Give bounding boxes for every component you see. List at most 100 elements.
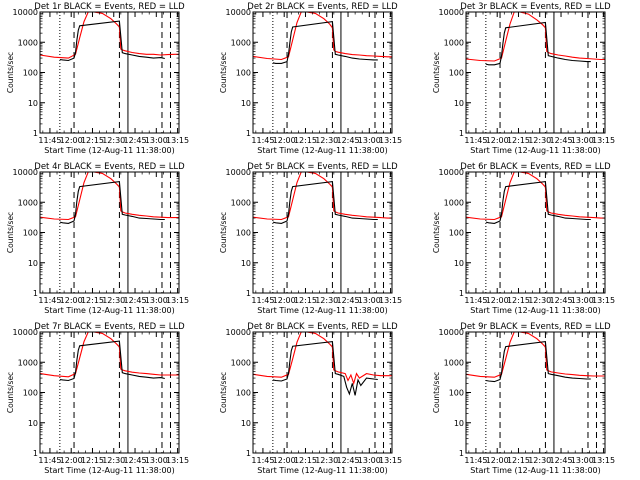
- series-events: [272, 180, 378, 224]
- x-tick-label: 12:45: [336, 136, 359, 145]
- series-lld: [252, 331, 392, 386]
- panel-title: Det 4r BLACK = Events, RED = LLD: [34, 162, 185, 172]
- x-tick-label: 12:00: [273, 456, 296, 465]
- x-tick-label: 12:15: [294, 456, 317, 465]
- x-axis-label: Start Time (12-Aug-11 11:38:00): [470, 306, 601, 315]
- series-events: [485, 180, 591, 224]
- x-tick-label: 13:00: [571, 456, 594, 465]
- x-tick-label: 11:45: [251, 456, 274, 465]
- panel-title: Det 1r BLACK = Events, RED = LLD: [34, 2, 185, 12]
- x-tick-label: 13:00: [145, 136, 168, 145]
- x-tick-label: 12:30: [102, 136, 125, 145]
- x-axis-label: Start Time (12-Aug-11 11:38:00): [44, 466, 175, 475]
- x-tick-label: 13:00: [145, 456, 168, 465]
- y-tick-label: 10000: [226, 328, 251, 337]
- y-axis-label: Counts/sec: [6, 372, 15, 413]
- plot-frame: [39, 11, 180, 134]
- y-tick-label: 100: [449, 389, 464, 398]
- y-axis-label: Counts/sec: [432, 212, 441, 253]
- x-tick-label: 13:15: [379, 136, 402, 145]
- y-tick-label: 1: [246, 449, 251, 458]
- series-lld: [39, 11, 179, 59]
- panel-det-7: 1 10 100 1000 10000 11:4512:0012:1512:3012:45…: [6, 322, 189, 475]
- x-tick-label: 12:00: [486, 456, 509, 465]
- x-tick-label: 12:00: [273, 296, 296, 305]
- series-lld: [465, 331, 605, 378]
- x-tick-label: 12:15: [81, 456, 104, 465]
- x-axis-label: Start Time (12-Aug-11 11:38:00): [44, 306, 175, 315]
- series-lld: [39, 331, 179, 378]
- y-tick-label: 10: [28, 419, 38, 428]
- y-axis-label: Counts/sec: [219, 212, 228, 253]
- x-tick-label: 12:15: [81, 136, 104, 145]
- y-tick-label: 10000: [439, 168, 464, 177]
- y-tick-label: 10: [28, 99, 38, 108]
- y-tick-label: 1000: [18, 38, 38, 47]
- y-tick-label: 100: [236, 69, 251, 78]
- x-tick-label: 12:00: [486, 296, 509, 305]
- y-axis-label: Counts/sec: [432, 372, 441, 413]
- panel-det-9: 1 10 100 1000 10000 11:4512:0012:1512:3012:45…: [432, 322, 615, 475]
- y-tick-label: 1: [459, 129, 464, 138]
- y-tick-label: 100: [236, 389, 251, 398]
- x-tick-label: 13:00: [358, 456, 381, 465]
- y-tick-label: 1000: [444, 358, 464, 367]
- panel-det-2: 1 10 100 1000 10000 11:4512:0012:1512:3012:45…: [219, 2, 402, 155]
- plot-frame: [465, 331, 606, 454]
- y-tick-label: 10000: [226, 8, 251, 17]
- y-tick-label: 1: [246, 129, 251, 138]
- series-lld: [39, 171, 179, 221]
- series-lld: [252, 11, 392, 61]
- x-tick-label: 11:45: [251, 136, 274, 145]
- y-tick-label: 100: [23, 229, 38, 238]
- y-tick-label: 10000: [439, 328, 464, 337]
- x-tick-label: 12:45: [123, 296, 146, 305]
- x-tick-label: 12:00: [273, 136, 296, 145]
- x-tick-label: 12:30: [102, 296, 125, 305]
- series-lld: [465, 171, 605, 221]
- y-axis-label: Counts/sec: [6, 52, 15, 93]
- panel-det-8: 1 10 100 1000 10000 11:4512:0012:1512:3012:45…: [219, 322, 402, 475]
- x-tick-label: 13:15: [592, 136, 615, 145]
- y-axis-label: Counts/sec: [6, 212, 15, 253]
- y-tick-label: 100: [23, 389, 38, 398]
- x-tick-label: 11:45: [464, 296, 487, 305]
- x-tick-label: 13:00: [358, 296, 381, 305]
- panel-title: Det 9r BLACK = Events, RED = LLD: [460, 322, 611, 332]
- series-events: [485, 21, 591, 66]
- x-axis-label: Start Time (12-Aug-11 11:38:00): [257, 466, 388, 475]
- x-tick-label: 12:00: [60, 136, 83, 145]
- y-tick-label: 100: [449, 229, 464, 238]
- y-tick-label: 1: [459, 449, 464, 458]
- y-tick-label: 10: [454, 99, 464, 108]
- x-axis-label: Start Time (12-Aug-11 11:38:00): [470, 146, 601, 155]
- y-axis-label: Counts/sec: [432, 52, 441, 93]
- y-tick-label: 10000: [13, 328, 38, 337]
- plot-frame: [252, 331, 393, 454]
- x-tick-label: 12:00: [60, 296, 83, 305]
- x-tick-label: 11:45: [251, 296, 274, 305]
- x-tick-label: 12:45: [123, 456, 146, 465]
- series-events: [59, 20, 165, 62]
- plot-frame: [465, 171, 606, 294]
- x-tick-label: 13:15: [379, 456, 402, 465]
- x-tick-label: 12:15: [507, 296, 530, 305]
- panel-det-3: 1 10 100 1000 10000 11:4512:0012:1512:3012:45…: [432, 2, 615, 155]
- x-axis-label: Start Time (12-Aug-11 11:38:00): [470, 466, 601, 475]
- plot-frame: [39, 171, 180, 294]
- y-tick-label: 1: [246, 289, 251, 298]
- x-tick-label: 12:45: [549, 456, 572, 465]
- panel-det-1: 1 10 100 1000 10000 11:4512:0012:1512:3012:45…: [6, 2, 189, 155]
- x-tick-label: 12:15: [294, 296, 317, 305]
- plot-frame: [465, 11, 606, 134]
- plot-frame: [252, 11, 393, 134]
- x-tick-label: 13:15: [166, 456, 189, 465]
- x-tick-label: 13:00: [571, 296, 594, 305]
- y-tick-label: 1: [459, 289, 464, 298]
- y-tick-label: 1: [33, 129, 38, 138]
- x-tick-label: 12:00: [60, 456, 83, 465]
- series-events: [485, 340, 591, 383]
- y-axis-label: Counts/sec: [219, 52, 228, 93]
- y-tick-label: 10: [454, 259, 464, 268]
